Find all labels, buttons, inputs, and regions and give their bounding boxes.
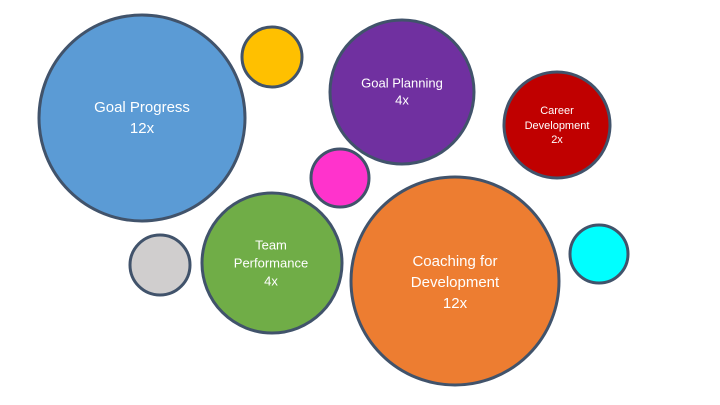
node-label: Coaching for [412, 253, 497, 270]
node-label: Goal Progress [94, 99, 190, 116]
bubble-goal-planning [328, 18, 476, 166]
bubble-goal-progress [37, 13, 247, 223]
node-count: 12x [130, 120, 155, 137]
node-label: Development [411, 274, 500, 291]
node-count: 12x [443, 295, 468, 312]
bubble-coaching [349, 175, 561, 387]
node-label: Development [525, 120, 590, 132]
node-label: Career [540, 105, 574, 117]
bubble-cyan [568, 223, 630, 285]
bubble-career-development [502, 70, 612, 180]
node-count: 4x [395, 92, 409, 107]
node-label: Team [255, 237, 287, 252]
node-label: Goal Planning [361, 75, 443, 90]
node-count: 2x [551, 134, 563, 146]
node-label: Performance [234, 255, 308, 270]
bubble-yellow [240, 25, 304, 89]
bubble-gray [128, 233, 192, 297]
bubble-magenta [309, 147, 371, 209]
bubble-team-performance [200, 191, 344, 335]
node-count: 4x [264, 273, 278, 288]
